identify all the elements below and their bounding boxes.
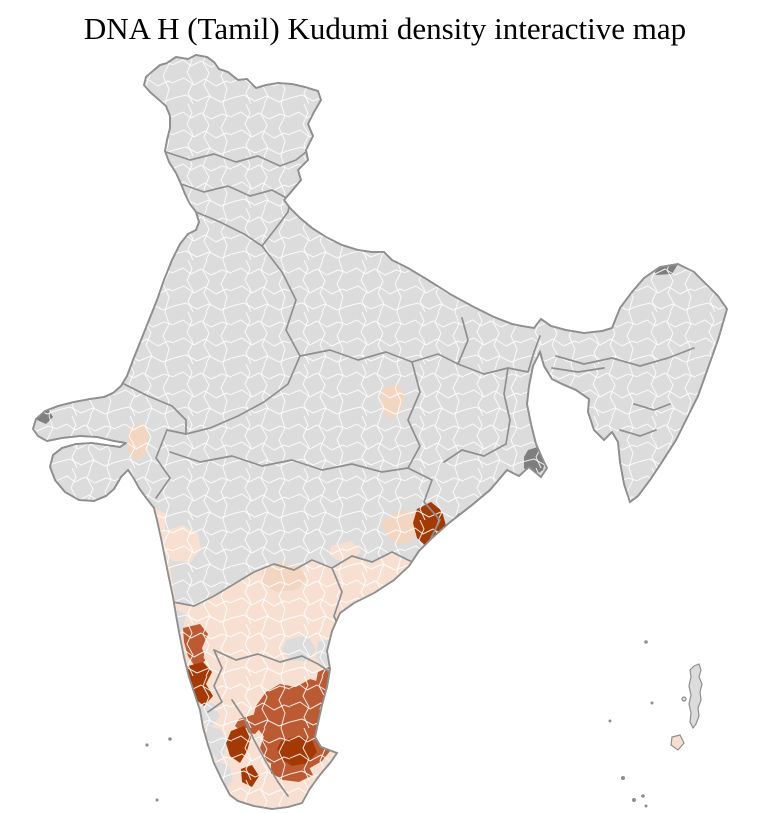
page-title: DNA H (Tamil) Kudumi density interactive… [83,11,687,46]
nicobar-dot-2[interactable] [632,798,636,802]
nicobar-dot-3[interactable] [641,794,645,798]
region-rayalaseema-gray[interactable] [368,603,409,648]
lakshadweep-dot-1[interactable] [145,743,149,747]
nicobar-dot-4[interactable] [644,804,648,808]
island-dot-1[interactable] [644,640,648,644]
islands[interactable] [145,640,703,808]
andaman-islet-shaded[interactable] [670,734,685,751]
andaman-islet-west[interactable] [681,696,687,702]
andaman-main-island[interactable] [688,663,703,730]
island-dot-2[interactable] [650,701,654,705]
nicobar-dot-1[interactable] [621,776,625,780]
island-dot-3[interactable] [608,719,612,723]
lakshadweep-dot-2[interactable] [168,737,172,741]
lakshadweep-dot-3[interactable] [155,798,159,802]
